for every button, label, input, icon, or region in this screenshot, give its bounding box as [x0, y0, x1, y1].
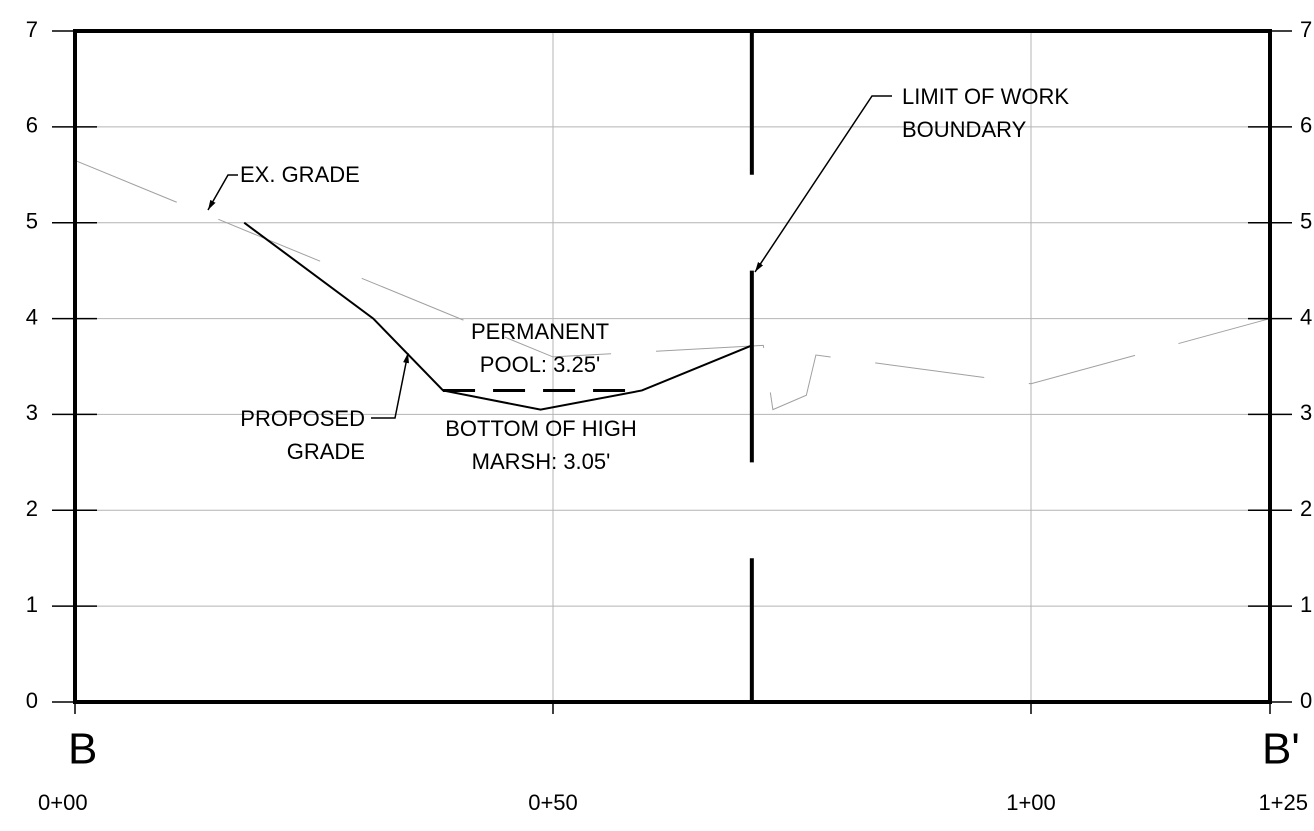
- y-tick-label: 3: [26, 400, 38, 425]
- plot-frame: [73, 29, 1272, 704]
- y2-tick-label: 3: [1300, 400, 1312, 425]
- annotation: PROPOSED: [240, 406, 365, 431]
- section-label-left: B: [68, 725, 97, 774]
- y-tick-label: 2: [26, 496, 38, 521]
- labels: B B' 0 1 2 3 4 5 6 7 0 1 2 3 4 5 6 7 0+00 0+50 1+00 1+25 EX.…: [26, 17, 1313, 815]
- x-tick-label: 0+50: [528, 790, 578, 815]
- series-line: [243, 221, 753, 411]
- leader: [207, 174, 238, 211]
- annotation: EX. GRADE: [240, 162, 360, 187]
- y2-tick-label: 0: [1300, 688, 1312, 713]
- x-tick-label: 1+00: [1006, 790, 1056, 815]
- y-tick-label: 6: [26, 113, 38, 138]
- y-tick-label: 1: [26, 592, 38, 617]
- leaders: [207, 95, 892, 419]
- section-label-right: B': [1262, 725, 1300, 774]
- y-tick-label: 5: [26, 209, 38, 234]
- y-tick-label: 7: [26, 17, 38, 42]
- annotation: LIMIT OF WORK: [902, 84, 1069, 109]
- frame: [52, 29, 1292, 714]
- annotation: BOUNDARY: [902, 117, 1027, 142]
- y2-tick-label: 4: [1300, 304, 1312, 329]
- series-line: [74, 159, 1271, 411]
- x-tick-label: 0+00: [38, 790, 88, 815]
- marks: [74, 31, 1271, 702]
- y2-tick-label: 7: [1300, 17, 1312, 42]
- grid: [74, 30, 1271, 703]
- leader: [754, 95, 892, 273]
- y2-tick-label: 5: [1300, 209, 1312, 234]
- y-tick-label: 0: [26, 688, 38, 713]
- y-tick-label: 4: [26, 304, 38, 329]
- y2-tick-label: 2: [1300, 496, 1312, 521]
- annotation: GRADE: [287, 439, 365, 464]
- x-tick-label: 1+25: [1258, 790, 1308, 815]
- annotation: PERMANENT: [471, 319, 609, 344]
- y2-tick-label: 6: [1300, 113, 1312, 138]
- y2-tick-label: 1: [1300, 592, 1312, 617]
- annotation: POOL: 3.25': [480, 352, 600, 377]
- annotation: BOTTOM OF HIGH: [445, 416, 636, 441]
- annotation: MARSH: 3.05': [472, 449, 611, 474]
- leader: [371, 352, 409, 419]
